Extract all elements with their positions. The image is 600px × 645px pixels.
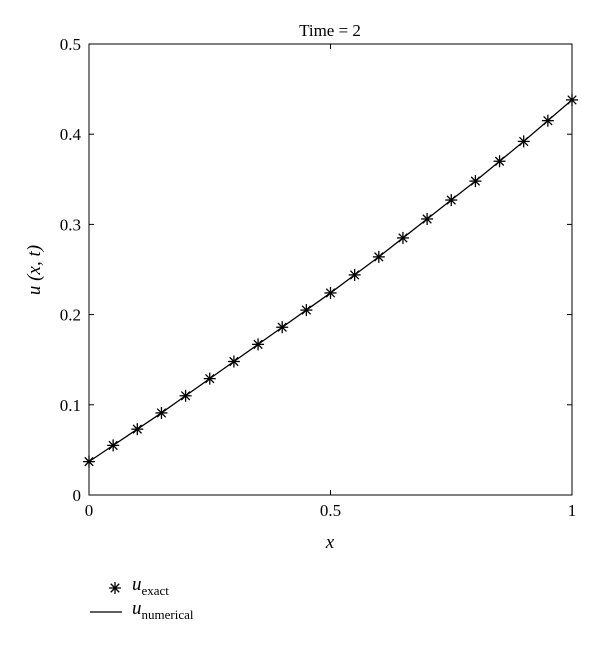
data-point-exact (203, 372, 216, 385)
data-point-exact (300, 304, 313, 317)
data-point-exact (107, 439, 120, 452)
series-layer (83, 93, 578, 468)
data-point-exact (469, 175, 482, 188)
data-point-exact (517, 135, 530, 148)
x-axis-label: x (325, 532, 335, 553)
data-point-exact (131, 423, 144, 436)
data-point-exact (566, 93, 578, 106)
y-tick-label: 0.1 (60, 396, 81, 415)
data-point-exact (348, 268, 361, 281)
y-axis-label: u (x, t) (24, 245, 45, 295)
data-point-exact (252, 338, 265, 351)
data-point-exact (324, 286, 337, 299)
legend-label: uexact (132, 574, 169, 598)
y-tick-label: 0.5 (60, 35, 81, 54)
data-point-exact (445, 194, 458, 207)
legend-marker-exact (109, 582, 121, 594)
data-point-exact (493, 155, 506, 168)
legend-label-sub: exact (142, 583, 170, 598)
legend-label-main: u (132, 574, 142, 595)
legend-label: unumerical (132, 598, 194, 622)
data-point-exact (372, 250, 385, 263)
x-tick-label: 0 (85, 501, 94, 520)
data-point-exact (155, 406, 168, 419)
chart-title: Time = 2 (299, 21, 361, 40)
y-tick-label: 0 (73, 486, 82, 505)
ticks-group: 0 0.5 1 0 0.1 0.2 0.3 0.4 0.5 (60, 35, 577, 520)
data-point-exact (276, 321, 289, 334)
y-tick-label: 0.4 (60, 125, 82, 144)
plot-area (88, 43, 573, 496)
data-point-exact (179, 389, 192, 402)
x-tick-label: 0.5 (320, 501, 341, 520)
x-tick-label: 1 (568, 501, 577, 520)
y-tick-label: 0.2 (60, 306, 81, 325)
data-point-exact (541, 114, 554, 127)
y-tick-label: 0.3 (60, 215, 81, 234)
data-point-exact (421, 212, 434, 225)
data-point-exact (396, 231, 409, 244)
legend-label-main: u (132, 598, 142, 619)
legend-label-sub: numerical (142, 607, 194, 622)
data-point-exact (227, 355, 240, 368)
data-point-exact (83, 455, 95, 468)
